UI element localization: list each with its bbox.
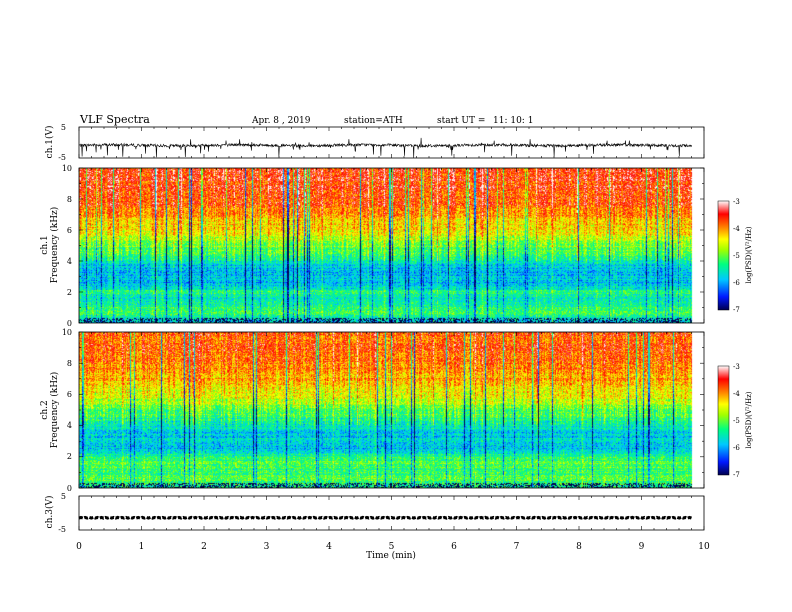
ch1-colorbar-tick-m4: -4 [733, 225, 740, 233]
ch1-colorbar-tick-m5: -5 [733, 252, 740, 260]
ch1-freq-tick-4: 4 [67, 257, 72, 266]
figure-title: VLF Spectra [79, 113, 150, 126]
header-start-label: start UT = [437, 116, 485, 126]
time-tick-9: 9 [639, 542, 645, 552]
time-tick-4: 4 [326, 542, 332, 552]
ch1-waveform-frame [78, 126, 705, 159]
ch1-spectrogram-heatmap [79, 168, 704, 323]
ch2-frequency-ylabel: Frequency (kHz) [49, 372, 60, 449]
time-tick-5: 5 [389, 542, 395, 552]
ch3-waveform-panel: 5 -5 ch.3(V) [44, 492, 705, 534]
ch2-colorbar-tick-m4: -4 [733, 390, 740, 398]
ch1-frequency-ylabel: Frequency (kHz) [49, 207, 60, 284]
header-date: Apr. 8 , 2019 [251, 116, 311, 126]
ch2-colorbar [718, 366, 729, 475]
ch1-colorbar-label: log(PSD)(V²/Hz) [745, 226, 753, 283]
ch2-spectrogram-heatmap [79, 332, 704, 488]
ch1-ytick-bottom: -5 [58, 153, 66, 162]
header-start-time: 11: 10: 1 [493, 116, 533, 126]
time-tick-3: 3 [264, 542, 270, 552]
ch1-freq-tick-10: 10 [62, 164, 72, 173]
ch2-colorbar-tick-m5: -5 [733, 417, 740, 425]
ch1-colorbar [718, 201, 729, 310]
time-axis: 0 1 2 3 4 5 6 7 8 9 10 Time (min) [76, 542, 710, 561]
ch1-waveform-panel: 5 -5 ch.1(V) [44, 123, 705, 162]
ch3-waveform-frame [78, 495, 705, 531]
ch1-freq-tick-0: 0 [67, 319, 72, 328]
ch1-ytick-top: 5 [61, 123, 66, 132]
ch2-freq-tick-0: 0 [67, 484, 72, 493]
time-tick-7: 7 [514, 542, 520, 552]
figure-header: VLF Spectra Apr. 8 , 2019 station=ATH st… [79, 113, 533, 126]
ch1-freq-tick-8: 8 [67, 195, 72, 204]
ch3-waveform-ylabel: ch.3(V) [44, 496, 55, 529]
ch2-freq-tick-6: 6 [67, 390, 72, 399]
ch2-colorbar-tick-m7: -7 [733, 471, 740, 479]
ch1-freq-tick-6: 6 [67, 226, 72, 235]
ch1-waveform-trace [78, 137, 692, 158]
ch3-ytick-bottom: -5 [58, 525, 66, 534]
ch1-colorbar-tick-m7: -7 [733, 306, 740, 314]
time-tick-8: 8 [576, 542, 582, 552]
ch2-freq-tick-8: 8 [67, 359, 72, 368]
ch1-channel-label: ch.1 [40, 235, 50, 254]
ch1-colorbar-tick-m3: -3 [733, 198, 740, 206]
ch1-freq-tick-2: 2 [67, 288, 72, 297]
axis-tick-marks [78, 127, 705, 530]
time-axis-label: Time (min) [366, 550, 416, 561]
time-tick-10: 10 [698, 542, 710, 552]
ch2-colorbar-frame [717, 365, 730, 476]
time-tick-0: 0 [76, 542, 82, 552]
time-tick-6: 6 [451, 542, 457, 552]
time-tick-2: 2 [201, 542, 207, 552]
ch3-pulse-trace [78, 515, 692, 520]
ch1-spectrogram-panel: 10 8 6 4 2 0 ch.1 Frequency (kHz) -3 -4 … [40, 164, 753, 328]
ch2-freq-tick-10: 10 [62, 328, 72, 337]
ch2-freq-tick-4: 4 [67, 421, 72, 430]
ch3-ytick-top: 5 [61, 492, 66, 501]
ch2-colorbar-tick-m3: -3 [733, 363, 740, 371]
header-station: station=ATH [344, 116, 403, 126]
ch2-freq-tick-2: 2 [67, 452, 72, 461]
ch1-colorbar-tick-m6: -6 [733, 279, 740, 287]
ch1-colorbar-frame [717, 200, 730, 311]
time-tick-1: 1 [139, 542, 145, 552]
ch2-spectrogram-panel: 10 8 6 4 2 0 ch.2 Frequency (kHz) -3 -4 … [40, 328, 753, 493]
ch1-waveform-ylabel: ch.1(V) [44, 126, 55, 159]
ch2-channel-label: ch.2 [40, 400, 50, 419]
ch2-colorbar-tick-m6: -6 [733, 444, 740, 452]
ch2-colorbar-label: log(PSD)(V²/Hz) [745, 391, 753, 448]
